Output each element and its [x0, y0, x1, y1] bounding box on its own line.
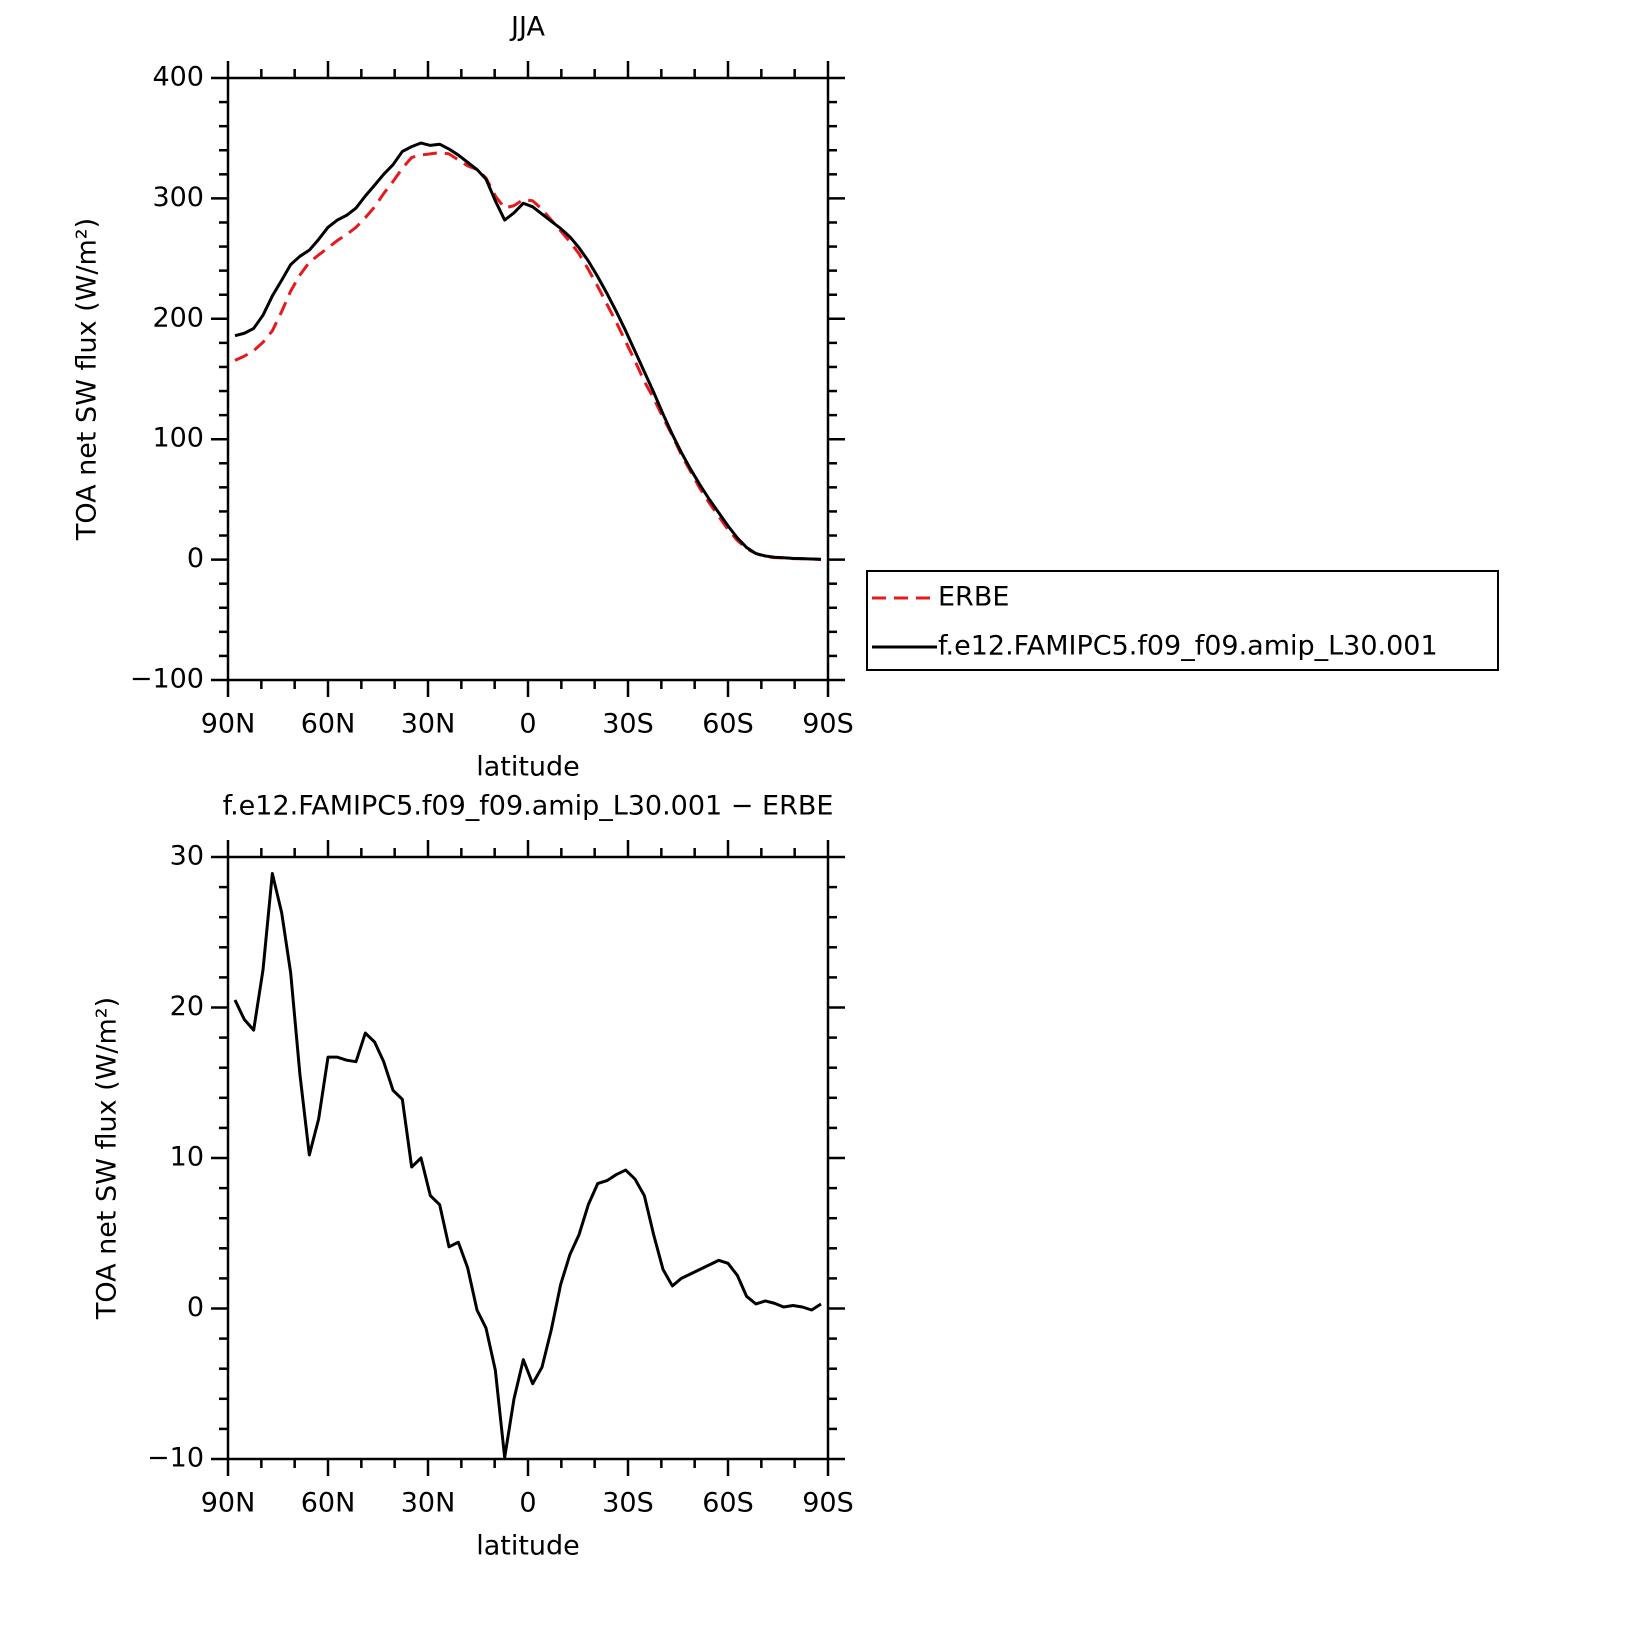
legend-box	[866, 570, 1499, 671]
y-tick-label: −10	[147, 1443, 204, 1474]
chart-title: f.e12.FAMIPC5.f09_f09.amip_L30.001 − ERB…	[223, 791, 834, 822]
x-axis-label: latitude	[476, 1531, 580, 1562]
x-tick-label: 30N	[401, 1488, 456, 1519]
y-axis-label: TOA net SW flux (W/m²)	[72, 218, 103, 541]
y-tick-label: 0	[187, 1292, 204, 1323]
x-tick-label: 90S	[802, 709, 854, 740]
plot-frame	[226, 855, 830, 1461]
legend-label: f.e12.FAMIPC5.f09_f09.amip_L30.001	[938, 631, 1438, 662]
x-axis-label: latitude	[476, 752, 580, 783]
y-tick-label: 100	[152, 423, 204, 454]
x-tick-label: 0	[519, 1488, 536, 1519]
plot-frame	[226, 76, 830, 682]
series-line	[234, 141, 822, 561]
y-tick-label: 400	[152, 62, 204, 93]
series-line	[234, 151, 822, 562]
x-tick-label: 90N	[201, 1488, 256, 1519]
y-tick-label: 200	[152, 302, 204, 333]
x-tick-label: 30S	[602, 709, 654, 740]
chart-title: JJA	[509, 12, 545, 43]
series-line	[233, 872, 822, 1459]
x-tick-label: 90N	[201, 709, 256, 740]
y-tick-label: 300	[152, 182, 204, 213]
y-axis-label: TOA net SW flux (W/m²)	[92, 997, 123, 1320]
y-tick-label: 10	[170, 1142, 204, 1173]
x-tick-label: 90S	[802, 1488, 854, 1519]
y-tick-label: −100	[130, 664, 204, 695]
x-tick-label: 60S	[702, 709, 754, 740]
y-tick-label: 20	[170, 991, 204, 1022]
x-tick-label: 0	[519, 709, 536, 740]
x-tick-label: 60N	[301, 1488, 356, 1519]
x-tick-label: 30S	[602, 1488, 654, 1519]
x-tick-label: 30N	[401, 709, 456, 740]
y-tick-label: 30	[170, 841, 204, 872]
x-tick-label: 60N	[301, 709, 356, 740]
x-tick-label: 60S	[702, 1488, 754, 1519]
y-tick-label: 0	[187, 543, 204, 574]
legend-label: ERBE	[938, 582, 1009, 613]
